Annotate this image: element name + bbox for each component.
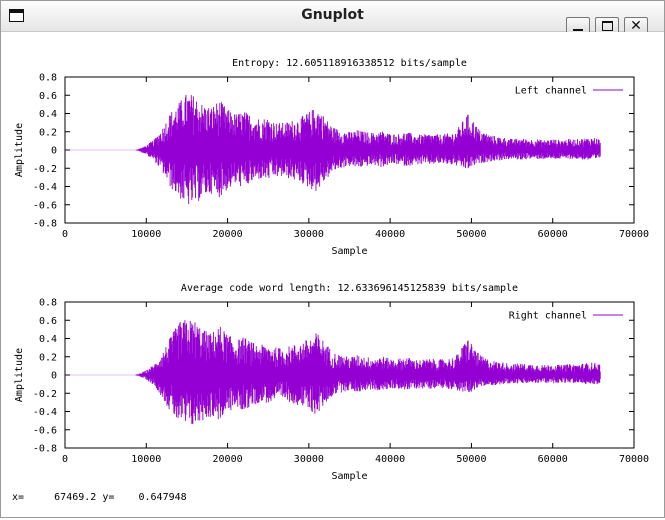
x-tick-label: 10000 bbox=[131, 454, 161, 465]
minimize-icon bbox=[573, 29, 583, 31]
y-tick-label: 0.6 bbox=[39, 91, 57, 102]
legend-label: Left channel bbox=[515, 86, 587, 97]
y-tick-label: 0.4 bbox=[39, 109, 57, 120]
x-tick-label: 10000 bbox=[131, 229, 161, 240]
y-value: 0.647948 bbox=[138, 492, 187, 503]
y-tick-label: -0.6 bbox=[33, 200, 57, 211]
title-bar[interactable]: Gnuplot ✕ bbox=[1, 1, 664, 35]
x-tick-label: 60000 bbox=[538, 454, 568, 465]
plots-svg: Entropy: 12.605118916338512 bits/sample 0… bbox=[14, 58, 649, 482]
x-axis-label: Sample bbox=[331, 471, 367, 482]
x-tick-label: 20000 bbox=[213, 229, 243, 240]
x-tick-label: 70000 bbox=[619, 229, 649, 240]
y-tick-label: 0.2 bbox=[39, 127, 57, 138]
x-tick-label: 50000 bbox=[456, 454, 486, 465]
chart-title: Average code word length: 12.63369614512… bbox=[181, 283, 518, 294]
window-title: Gnuplot bbox=[301, 7, 364, 23]
y-tick-label: 0.2 bbox=[39, 352, 57, 363]
x-tick-label: 40000 bbox=[375, 454, 405, 465]
y-tick-label: 0.4 bbox=[39, 334, 57, 345]
y-tick-label: 0 bbox=[51, 371, 57, 382]
x-value: 67469.2 bbox=[54, 492, 97, 503]
waveform-series bbox=[65, 320, 601, 425]
y-axis-label: Amplitude bbox=[14, 348, 25, 402]
x-tick-label: 40000 bbox=[375, 229, 405, 240]
x-tick-label: 70000 bbox=[619, 454, 649, 465]
x-tick-label: 20000 bbox=[213, 454, 243, 465]
y-tick-label: -0.6 bbox=[33, 425, 57, 436]
y-tick-label: -0.2 bbox=[33, 389, 57, 400]
chart-panel-1: Entropy: 12.605118916338512 bits/sample 0… bbox=[14, 58, 649, 257]
y-label: y= bbox=[102, 492, 115, 503]
y-tick-label: -0.4 bbox=[33, 407, 57, 418]
y-tick-label: 0.8 bbox=[39, 298, 57, 309]
window-icon[interactable] bbox=[9, 9, 24, 22]
x-tick-label: 50000 bbox=[456, 229, 486, 240]
waveform-series bbox=[65, 94, 601, 205]
maximize-icon bbox=[602, 21, 613, 31]
chart-panel-2: Average code word length: 12.63369614512… bbox=[14, 283, 649, 482]
x-tick-label: 0 bbox=[62, 454, 68, 465]
close-button[interactable]: ✕ bbox=[624, 17, 648, 35]
y-axis-label: Amplitude bbox=[14, 123, 25, 177]
cursor-coordinates: x= 67469.2 y= 0.647948 bbox=[12, 492, 187, 503]
legend-label: Right channel bbox=[509, 311, 587, 322]
y-tick-label: -0.8 bbox=[33, 219, 57, 230]
x-tick-label: 30000 bbox=[294, 229, 324, 240]
x-tick-label: 0 bbox=[62, 229, 68, 240]
chart-title: Entropy: 12.605118916338512 bits/sample bbox=[232, 58, 467, 69]
y-tick-label: -0.8 bbox=[33, 444, 57, 455]
plot-canvas[interactable]: Entropy: 12.605118916338512 bits/sample 0… bbox=[2, 32, 664, 516]
x-axis-label: Sample bbox=[331, 246, 367, 257]
y-tick-label: -0.2 bbox=[33, 164, 57, 175]
y-tick-label: 0 bbox=[51, 146, 57, 157]
x-label: x= bbox=[12, 492, 25, 503]
y-tick-label: 0.6 bbox=[39, 316, 57, 327]
x-tick-label: 60000 bbox=[538, 229, 568, 240]
close-icon: ✕ bbox=[630, 18, 642, 34]
y-tick-label: 0.8 bbox=[39, 73, 57, 84]
y-tick-label: -0.4 bbox=[33, 182, 57, 193]
x-tick-label: 30000 bbox=[294, 454, 324, 465]
